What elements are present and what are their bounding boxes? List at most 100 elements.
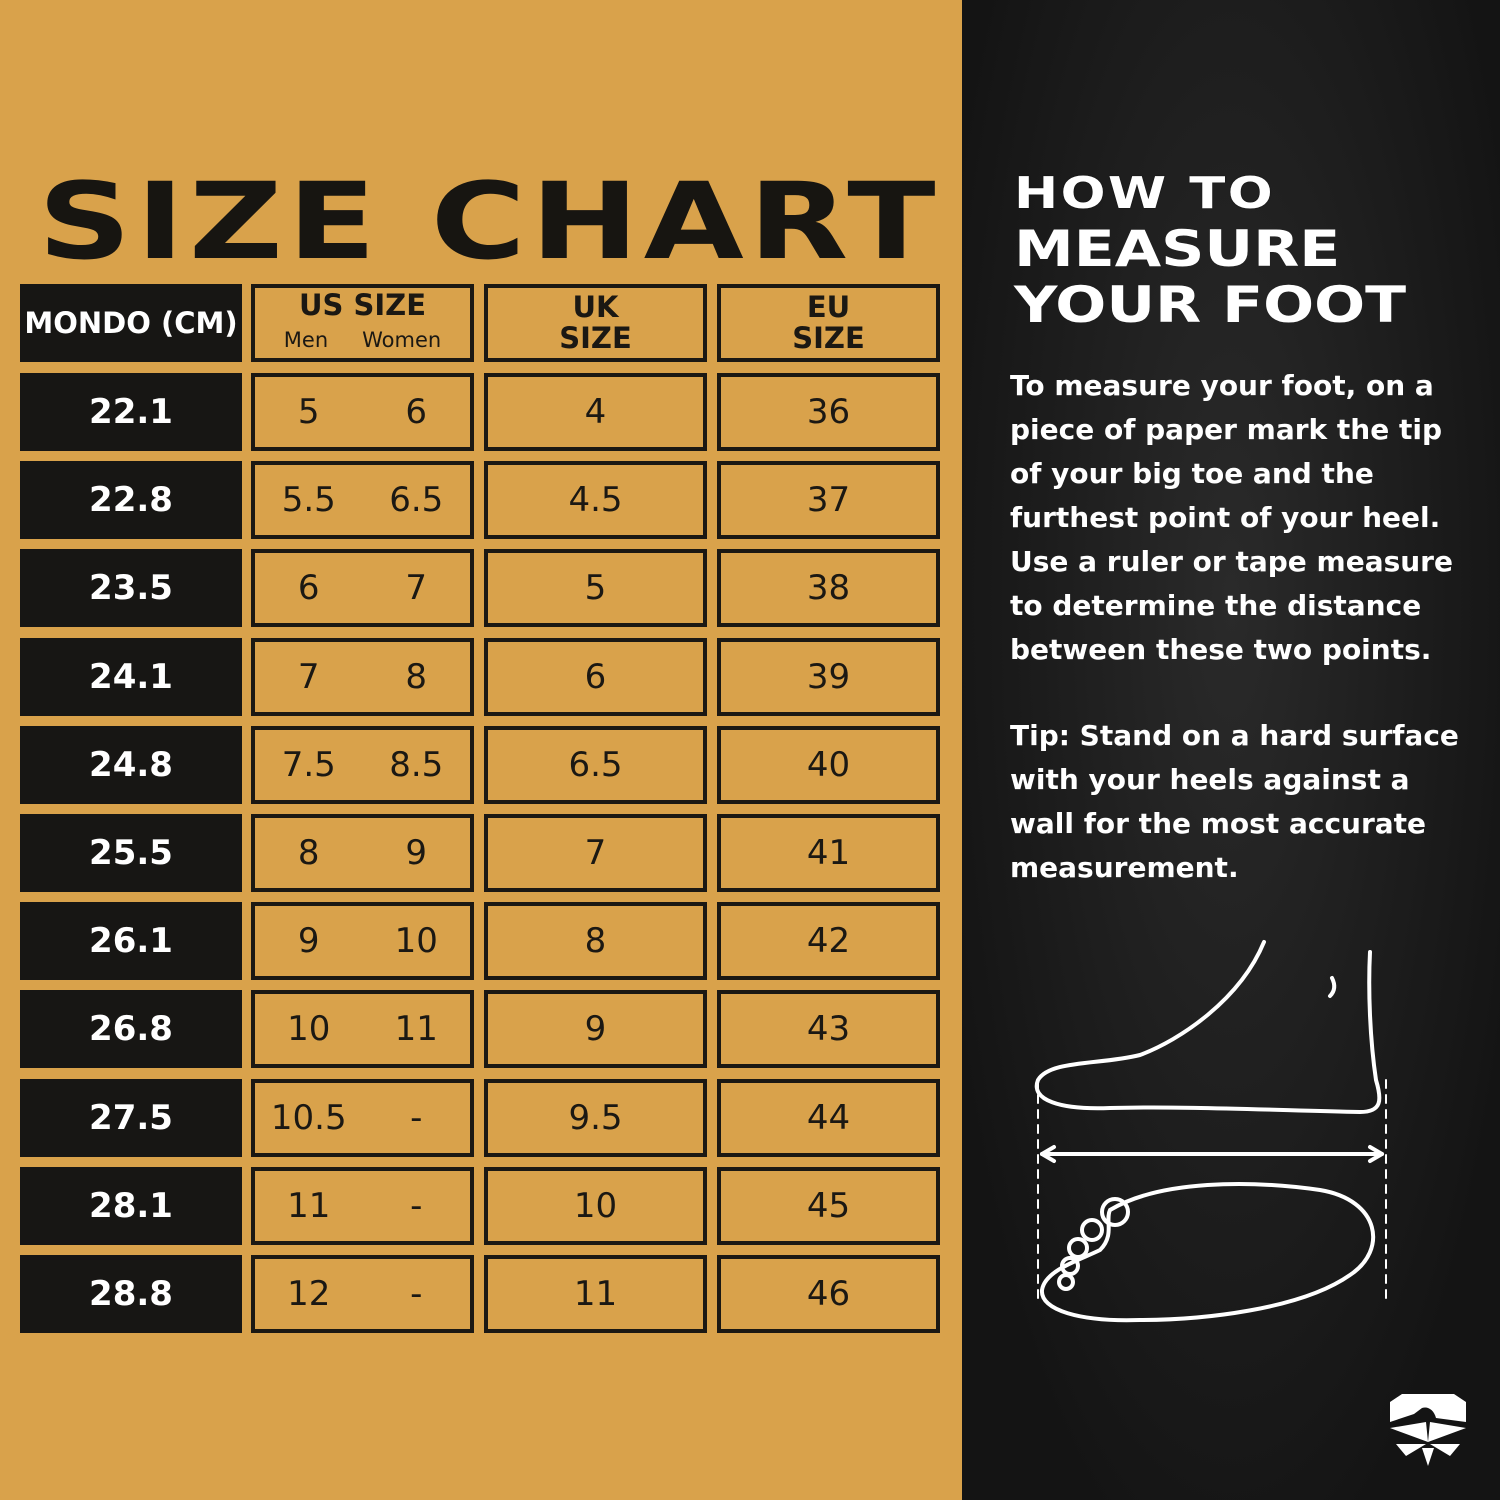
howto-heading-2: MEASURE — [1014, 220, 1341, 278]
mondo-value: 25.5 — [89, 833, 173, 873]
us-men-value: 12 — [287, 1274, 331, 1314]
us-women-value: 10 — [394, 921, 438, 962]
eu-cell: 44 — [717, 1078, 940, 1157]
eu-cell: 38 — [717, 549, 940, 628]
eu-value: 38 — [806, 568, 851, 609]
mondo-cell: 28.1 — [20, 1166, 242, 1245]
us-cell: 7.5 8.5 — [251, 725, 474, 804]
how-to-measure-panel — [962, 0, 1500, 1500]
us-women-value: - — [410, 1097, 423, 1138]
mondo-value: 27.5 — [89, 1097, 173, 1138]
uk-cell: 8 — [484, 902, 707, 981]
us-women-value: 6 — [405, 392, 428, 432]
uk-value: 4.5 — [568, 480, 623, 521]
howto-heading-3: YOUR FOOT — [1014, 276, 1407, 334]
eu-value: 36 — [806, 392, 851, 432]
eu-value: 39 — [806, 656, 851, 697]
uk-value: 5 — [584, 568, 607, 609]
size-chart-panel: SIZE CHART MONDO (CM) US SIZE Men Women U… — [0, 0, 962, 1500]
mondo-cell: 23.5 — [20, 549, 242, 628]
uk-value: 4 — [584, 392, 607, 432]
uk-cell: 4 — [484, 373, 707, 451]
us-women-value: 6.5 — [389, 480, 444, 521]
mondo-cell: 22.8 — [20, 461, 242, 540]
eu-cell: 43 — [717, 990, 940, 1069]
mondo-cell: 26.1 — [20, 902, 242, 981]
uk-cell: 4.5 — [484, 461, 707, 540]
mondo-cell: 28.8 — [20, 1255, 242, 1333]
us-men-value: 9 — [297, 921, 320, 962]
us-cell: 10.5 - — [251, 1078, 474, 1157]
mondo-value: 26.8 — [89, 1009, 173, 1050]
foot-measurement-illustration — [1034, 940, 1387, 1323]
eu-value: 42 — [806, 921, 851, 962]
eu-value: 44 — [806, 1097, 851, 1138]
us-men-value: 7.5 — [281, 744, 336, 785]
us-women-value: 7 — [405, 568, 428, 609]
header-us-men: Men — [283, 328, 329, 352]
us-men-value: 8 — [297, 833, 320, 873]
uk-value: 6 — [584, 656, 607, 697]
us-cell: 11 - — [251, 1166, 474, 1245]
us-cell: 9 10 — [251, 902, 474, 981]
us-men-value: 10 — [287, 1009, 331, 1050]
eu-cell: 41 — [717, 814, 940, 892]
mondo-value: 28.8 — [89, 1274, 173, 1314]
uk-value: 9.5 — [568, 1097, 623, 1138]
mondo-cell: 24.1 — [20, 637, 242, 716]
uk-value: 8 — [584, 921, 607, 962]
eu-value: 41 — [806, 833, 851, 873]
eu-cell: 40 — [717, 725, 940, 804]
uk-cell: 6.5 — [484, 725, 707, 804]
eu-value: 45 — [806, 1185, 851, 1226]
mondo-cell: 25.5 — [20, 814, 242, 892]
mondo-cell: 26.8 — [20, 990, 242, 1069]
uk-value: 11 — [573, 1274, 618, 1314]
eagle-shield-logo — [1390, 1394, 1466, 1466]
uk-cell: 10 — [484, 1166, 707, 1245]
header-eu: EU SIZE — [717, 284, 940, 362]
mondo-value: 24.1 — [89, 656, 173, 697]
eu-cell: 45 — [717, 1166, 940, 1245]
us-men-value: 10.5 — [270, 1097, 347, 1138]
us-women-value: - — [410, 1274, 423, 1314]
header-us-women: Women — [362, 328, 442, 352]
uk-cell: 9 — [484, 990, 707, 1069]
uk-value: 7 — [584, 833, 607, 873]
us-men-value: 5 — [297, 392, 320, 432]
eu-value: 43 — [806, 1009, 851, 1050]
us-men-value: 11 — [287, 1185, 331, 1226]
eu-value: 40 — [806, 744, 851, 785]
instructions-text: To measure your foot, on a piece of pape… — [1010, 369, 1453, 666]
mondo-value: 23.5 — [89, 568, 173, 609]
eu-value: 46 — [806, 1274, 851, 1314]
us-men-value: 6 — [297, 568, 320, 609]
eu-cell: 46 — [717, 1255, 940, 1333]
us-men-value: 7 — [297, 656, 320, 697]
tip-text: Tip: Stand on a hard surface with your h… — [1010, 719, 1459, 884]
uk-cell: 11 — [484, 1255, 707, 1333]
eu-cell: 36 — [717, 373, 940, 451]
us-cell: 10 11 — [251, 990, 474, 1069]
us-women-value: 11 — [394, 1009, 438, 1050]
us-women-value: - — [410, 1185, 423, 1226]
mondo-cell: 27.5 — [20, 1078, 242, 1157]
eu-cell: 42 — [717, 902, 940, 981]
eu-value: 37 — [806, 480, 851, 521]
header-uk: UK SIZE — [484, 284, 707, 362]
uk-cell: 6 — [484, 637, 707, 716]
mondo-value: 24.8 — [89, 744, 173, 785]
uk-cell: 9.5 — [484, 1078, 707, 1157]
header-mondo: MONDO (CM) — [20, 284, 242, 362]
eu-cell: 39 — [717, 637, 940, 716]
uk-value: 9 — [584, 1009, 607, 1050]
howto-heading-1: HOW TO — [1014, 168, 1275, 219]
us-women-value: 9 — [405, 833, 428, 873]
mondo-value: 28.1 — [89, 1185, 173, 1226]
header-us: US SIZE Men Women — [251, 284, 474, 362]
header-us-label: US SIZE — [298, 288, 427, 322]
